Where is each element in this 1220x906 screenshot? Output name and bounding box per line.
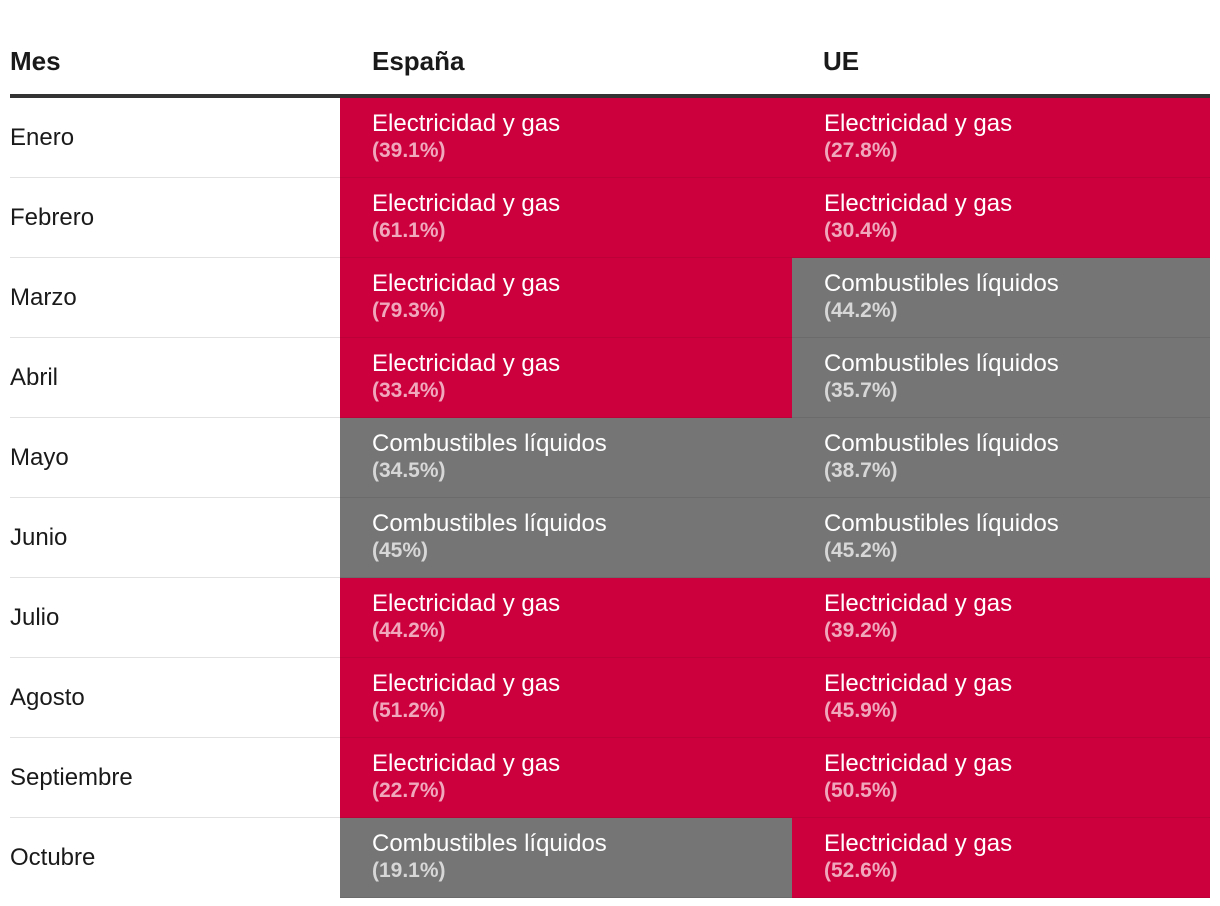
table-row: Mayo Combustibles líquidos (34.5%) Combusti… <box>10 418 1210 498</box>
row-divider <box>10 417 340 418</box>
ue-cell: Combustibles líquidos (38.7%) <box>792 418 1210 498</box>
table-header: Mes España UE <box>10 0 1210 98</box>
percentage-label: (44.2%) <box>824 299 898 322</box>
percentage-label: (38.7%) <box>824 459 898 482</box>
category-label: Electricidad y gas <box>372 110 561 137</box>
month-label: Octubre <box>10 844 96 871</box>
percentage-label: (50.5%) <box>824 779 898 802</box>
category-label: Combustibles líquidos <box>372 430 607 457</box>
espana-cell: Electricidad y gas (44.2%) <box>340 578 792 658</box>
percentage-label: (35.7%) <box>824 379 898 402</box>
category-label: Combustibles líquidos <box>372 830 607 857</box>
ue-cell: Electricidad y gas (50.5%) <box>792 738 1210 818</box>
category-label: Electricidad y gas <box>824 590 1013 617</box>
espana-cell: Electricidad y gas (61.1%) <box>340 178 792 258</box>
percentage-label: (39.2%) <box>824 619 898 642</box>
category-label: Combustibles líquidos <box>824 430 1059 457</box>
ue-cell: Electricidad y gas (39.2%) <box>792 578 1210 658</box>
table-row: Octubre Combustibles líquidos (19.1%) Elect… <box>10 818 1210 898</box>
table-row: Enero Electricidad y gas (39.1%) Electricid… <box>10 98 1210 178</box>
month-label: Agosto <box>10 684 85 711</box>
percentage-label: (19.1%) <box>372 859 446 882</box>
percentage-label: (45.2%) <box>824 539 898 562</box>
category-label: Electricidad y gas <box>824 110 1013 137</box>
table-row: Septiembre Electricidad y gas (22.7%) Elect… <box>10 738 1210 818</box>
percentage-label: (27.8%) <box>824 139 898 162</box>
category-label: Electricidad y gas <box>372 350 561 377</box>
category-label: Electricidad y gas <box>372 190 561 217</box>
espana-cell: Electricidad y gas (39.1%) <box>340 98 792 178</box>
row-divider <box>10 497 340 498</box>
table-row: Junio Combustibles líquidos (45%) Combustib… <box>10 498 1210 578</box>
percentage-label: (39.1%) <box>372 139 446 162</box>
column-header-mes: Mes <box>10 46 61 76</box>
category-label: Combustibles líquidos <box>372 510 607 537</box>
ue-cell: Combustibles líquidos (45.2%) <box>792 498 1210 578</box>
table-row: Abril Electricidad y gas (33.4%) Combustibl… <box>10 338 1210 418</box>
table-row: Agosto Electricidad y gas (51.2%) Electrici… <box>10 658 1210 738</box>
ue-cell: Electricidad y gas (30.4%) <box>792 178 1210 258</box>
category-label: Electricidad y gas <box>824 750 1013 777</box>
category-label: Electricidad y gas <box>824 830 1013 857</box>
percentage-label: (45.9%) <box>824 699 898 722</box>
espana-cell: Electricidad y gas (79.3%) <box>340 258 792 338</box>
category-label: Electricidad y gas <box>824 670 1013 697</box>
row-divider <box>10 337 340 338</box>
percentage-label: (61.1%) <box>372 219 446 242</box>
percentage-label: (45%) <box>372 539 429 562</box>
month-label: Marzo <box>10 284 77 311</box>
category-label: Combustibles líquidos <box>824 350 1059 377</box>
month-label: Julio <box>10 604 60 631</box>
category-label: Combustibles líquidos <box>824 270 1059 297</box>
month-label: Enero <box>10 124 75 151</box>
month-label: Febrero <box>10 204 95 231</box>
row-divider <box>10 177 340 178</box>
table-row: Febrero Electricidad y gas (61.1%) Electric… <box>10 178 1210 258</box>
percentage-label: (44.2%) <box>372 619 446 642</box>
ue-cell: Electricidad y gas (52.6%) <box>792 818 1210 898</box>
table-body: Enero Electricidad y gas (39.1%) Electricid… <box>10 98 1210 898</box>
percentage-label: (34.5%) <box>372 459 446 482</box>
category-label: Electricidad y gas <box>824 190 1013 217</box>
espana-cell: Electricidad y gas (22.7%) <box>340 738 792 818</box>
row-divider <box>10 817 340 818</box>
percentage-label: (52.6%) <box>824 859 898 882</box>
column-header-espana: España <box>372 46 465 76</box>
row-divider <box>10 657 340 658</box>
row-divider <box>10 577 340 578</box>
category-label: Electricidad y gas <box>372 750 561 777</box>
espana-cell: Electricidad y gas (51.2%) <box>340 658 792 738</box>
row-divider <box>10 737 340 738</box>
percentage-label: (51.2%) <box>372 699 446 722</box>
ue-cell: Combustibles líquidos (35.7%) <box>792 338 1210 418</box>
month-label: Abril <box>10 364 59 391</box>
data-table: Mes España UE Enero Electricidad y gas (39… <box>10 0 1210 898</box>
percentage-label: (22.7%) <box>372 779 446 802</box>
month-label: Septiembre <box>10 764 133 791</box>
column-header-ue: UE <box>823 46 860 76</box>
table-row: Julio Electricidad y gas (44.2%) Electricid… <box>10 578 1210 658</box>
ue-cell: Electricidad y gas (27.8%) <box>792 98 1210 178</box>
category-label: Combustibles líquidos <box>824 510 1059 537</box>
month-label: Junio <box>10 524 68 551</box>
month-label: Mayo <box>10 444 69 471</box>
percentage-label: (79.3%) <box>372 299 446 322</box>
ue-cell: Electricidad y gas (45.9%) <box>792 658 1210 738</box>
category-label: Electricidad y gas <box>372 590 561 617</box>
table-row: Marzo Electricidad y gas (79.3%) Combustibl… <box>10 258 1210 338</box>
espana-cell: Combustibles líquidos (45%) <box>340 498 792 578</box>
row-divider <box>10 257 340 258</box>
percentage-label: (30.4%) <box>824 219 898 242</box>
percentage-label: (33.4%) <box>372 379 446 402</box>
espana-cell: Electricidad y gas (33.4%) <box>340 338 792 418</box>
espana-cell: Combustibles líquidos (19.1%) <box>340 818 792 898</box>
category-label: Electricidad y gas <box>372 270 561 297</box>
category-label: Electricidad y gas <box>372 670 561 697</box>
ue-cell: Combustibles líquidos (44.2%) <box>792 258 1210 338</box>
espana-cell: Combustibles líquidos (34.5%) <box>340 418 792 498</box>
